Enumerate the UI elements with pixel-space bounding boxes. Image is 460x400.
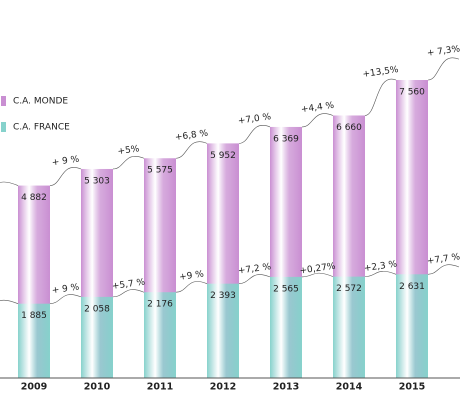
growth-label: +13,5% [362,65,400,80]
bar [144,292,176,378]
value-label: 2 176 [147,300,173,310]
x-tick-label: 2009 [21,382,47,393]
growth-arc [0,299,19,304]
bar [207,283,239,378]
growth-label: +5,7 % [111,277,146,292]
x-tick-label: 2012 [210,382,236,393]
value-label: 5 303 [84,176,110,186]
growth-arc [112,156,145,170]
growth-label: +0,27% [299,262,337,277]
x-tick-label: 2010 [84,382,111,393]
growth-arc [175,141,208,159]
value-label: 1 885 [21,311,47,321]
growth-arc [301,113,334,128]
legend-label: C.A. FRANCE [13,123,70,133]
growth-label: +9 % [179,269,205,282]
bar [333,276,365,378]
x-tick-label: 2013 [273,382,299,393]
growth-arc [175,281,208,293]
growth-arc [301,272,334,278]
x-tick-label: 2011 [147,382,173,393]
growth-label: +4,4 % [300,101,335,116]
value-label: 2 631 [399,282,425,292]
growth-label: +7,0 % [237,112,272,127]
value-label: 6 660 [336,123,362,133]
value-label: 2 565 [273,284,299,294]
value-label: 4 882 [21,193,47,203]
value-label: 7 560 [399,88,425,98]
growth-label: +7,2 % [237,262,272,277]
legend-swatch [1,96,6,106]
growth-arc [427,264,460,275]
growth-arc [49,167,82,186]
growth-arc [0,181,19,186]
growth-arc [112,289,145,298]
legend-label: C.A. MONDE [13,97,68,107]
bar [81,296,113,378]
growth-label: +6,8 % [174,129,209,144]
growth-label: + 9 % [51,155,80,169]
value-label: 2 572 [336,284,362,294]
growth-label: +2,3 % [363,259,398,274]
growth-arc [364,78,397,116]
growth-label: +7,7 % [426,252,460,267]
bar [270,276,302,378]
value-label: 5 575 [147,166,173,176]
legend-swatch [1,122,6,132]
growth-label: + 9 % [51,282,80,296]
value-label: 2 393 [210,291,236,301]
bar [396,274,428,378]
growth-arc [238,274,271,284]
value-label: 5 952 [210,151,236,161]
x-tick-label: 2014 [336,382,363,393]
growth-arc [49,294,82,304]
value-label: 6 369 [273,134,299,144]
growth-label: +5% [117,144,140,157]
growth-arc [427,57,460,81]
growth-label: + 7,3% [426,44,460,59]
bar [18,303,50,378]
growth-arc [238,125,271,144]
growth-arc [364,270,397,277]
x-tick-label: 2015 [399,382,425,393]
value-label: 2 058 [84,304,110,314]
